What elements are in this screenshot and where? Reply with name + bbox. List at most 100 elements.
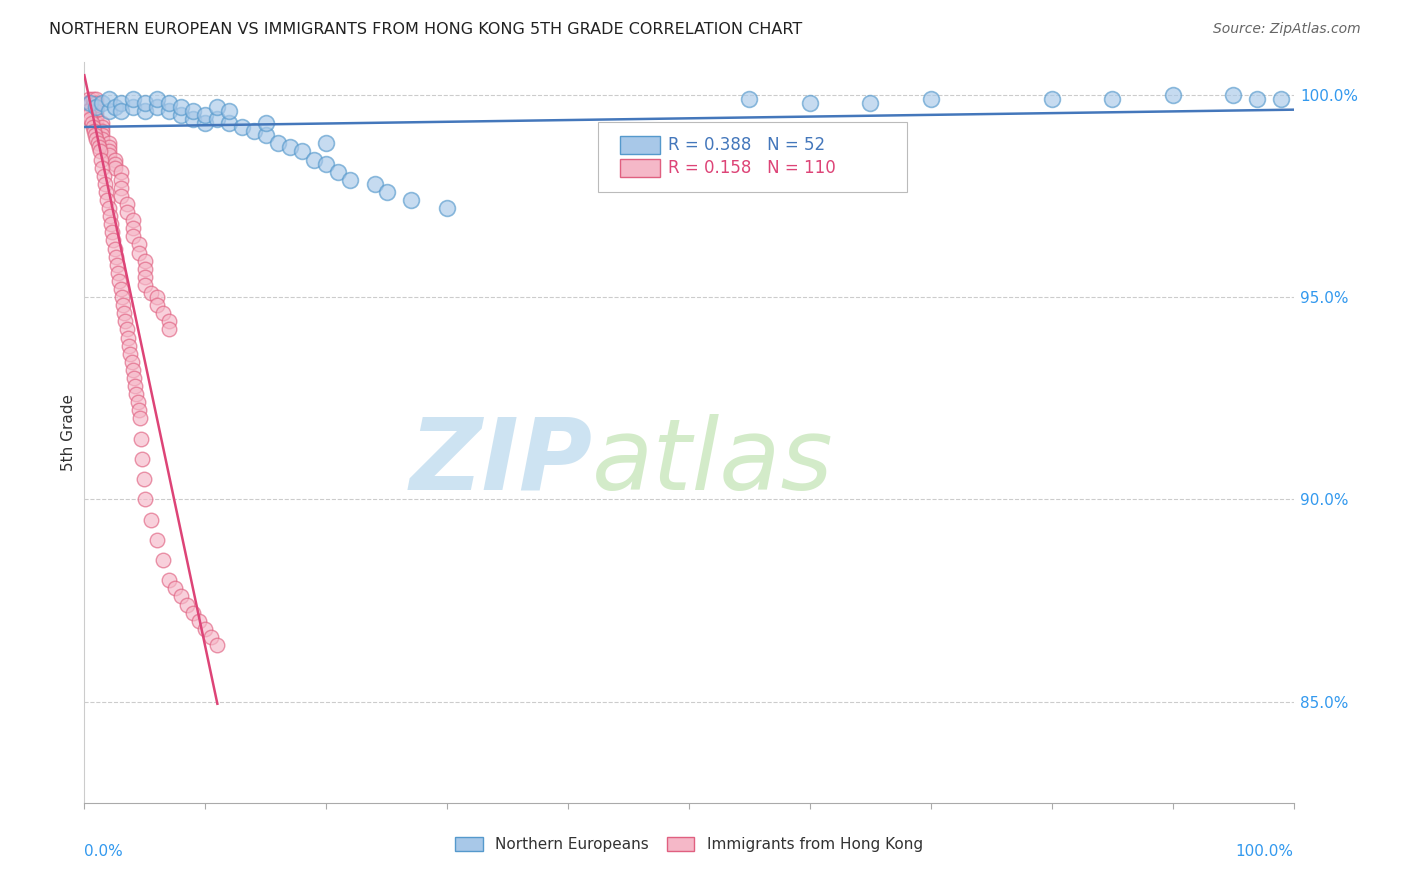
Point (207, 112, 229, 126)
Point (76, 95, 98, 110)
Point (118, 338, 141, 352)
Point (1270, 92, 1292, 106)
Point (207, 100, 229, 114)
Point (139, 513, 162, 527)
Point (91, 132, 114, 146)
Point (80, 116, 103, 130)
Point (94, 177, 117, 191)
Point (104, 153, 127, 167)
Point (110, 181, 132, 195)
Point (117, 330, 139, 344)
Point (100, 217, 122, 231)
Point (104, 100, 127, 114)
Point (375, 185, 398, 199)
Point (152, 553, 174, 567)
Point (104, 250, 127, 264)
Point (121, 363, 143, 377)
Point (194, 622, 217, 636)
Text: NORTHERN EUROPEAN VS IMMIGRANTS FROM HONG KONG 5TH GRADE CORRELATION CHART: NORTHERN EUROPEAN VS IMMIGRANTS FROM HON… (49, 22, 803, 37)
Point (436, 201, 458, 215)
Point (399, 193, 422, 207)
Point (104, 242, 127, 256)
Point (157, 322, 180, 336)
Point (194, 116, 217, 130)
Point (134, 253, 156, 268)
Point (170, 590, 193, 604)
Point (121, 213, 143, 227)
Point (110, 173, 132, 187)
Point (121, 92, 143, 106)
Point (115, 322, 138, 336)
Point (254, 128, 277, 143)
Point (89, 145, 111, 159)
Point (125, 387, 148, 401)
Point (128, 403, 150, 417)
Point (242, 124, 264, 138)
Point (738, 92, 761, 106)
Point (91, 116, 114, 130)
Point (363, 177, 385, 191)
Text: Source: ZipAtlas.com: Source: ZipAtlas.com (1213, 22, 1361, 37)
Legend: Northern Europeans, Immigrants from Hong Kong: Northern Europeans, Immigrants from Hong… (449, 830, 929, 858)
Text: 100.0%: 100.0% (1236, 844, 1294, 858)
Point (86, 103, 108, 118)
FancyBboxPatch shape (599, 121, 907, 192)
Point (121, 355, 143, 369)
Point (200, 630, 222, 644)
Point (146, 533, 169, 547)
Point (79, 112, 101, 126)
Point (129, 411, 152, 425)
Point (96, 193, 118, 207)
Point (103, 234, 125, 248)
Point (181, 606, 204, 620)
Point (129, 432, 152, 446)
Point (1040, 92, 1063, 106)
Point (122, 371, 145, 385)
Point (110, 282, 132, 296)
Point (91, 95, 114, 110)
Point (134, 269, 156, 284)
Point (1101, 92, 1123, 106)
Point (94, 185, 117, 199)
Point (315, 156, 337, 170)
Point (115, 197, 138, 211)
Point (181, 112, 204, 126)
Point (91, 124, 114, 138)
Point (86, 116, 108, 130)
Point (152, 306, 174, 320)
Bar (620, 160, 659, 178)
Text: R = 0.388   N = 52: R = 0.388 N = 52 (668, 136, 825, 153)
Point (80, 100, 103, 114)
Point (131, 451, 153, 466)
Point (84, 100, 107, 114)
Point (86, 108, 108, 122)
Point (134, 492, 156, 507)
Text: R = 0.158   N = 110: R = 0.158 N = 110 (668, 160, 837, 178)
Point (91, 161, 114, 175)
Y-axis label: 5th Grade: 5th Grade (60, 394, 76, 471)
Point (79, 95, 101, 110)
Point (139, 286, 162, 301)
Point (920, 92, 942, 106)
Point (278, 140, 301, 154)
Point (77, 92, 100, 106)
Point (90, 153, 112, 167)
Point (86, 136, 108, 151)
Point (91, 120, 114, 135)
Point (1246, 92, 1268, 106)
Point (134, 95, 156, 110)
Point (104, 156, 127, 170)
Point (207, 638, 229, 652)
Point (105, 258, 128, 272)
Point (121, 221, 143, 235)
Point (110, 95, 132, 110)
Point (110, 189, 132, 203)
Point (86, 100, 108, 114)
Point (112, 298, 135, 312)
Point (83, 124, 105, 138)
Point (86, 132, 108, 146)
Point (146, 92, 169, 106)
Point (188, 614, 211, 628)
Point (112, 306, 135, 320)
Point (267, 136, 290, 151)
